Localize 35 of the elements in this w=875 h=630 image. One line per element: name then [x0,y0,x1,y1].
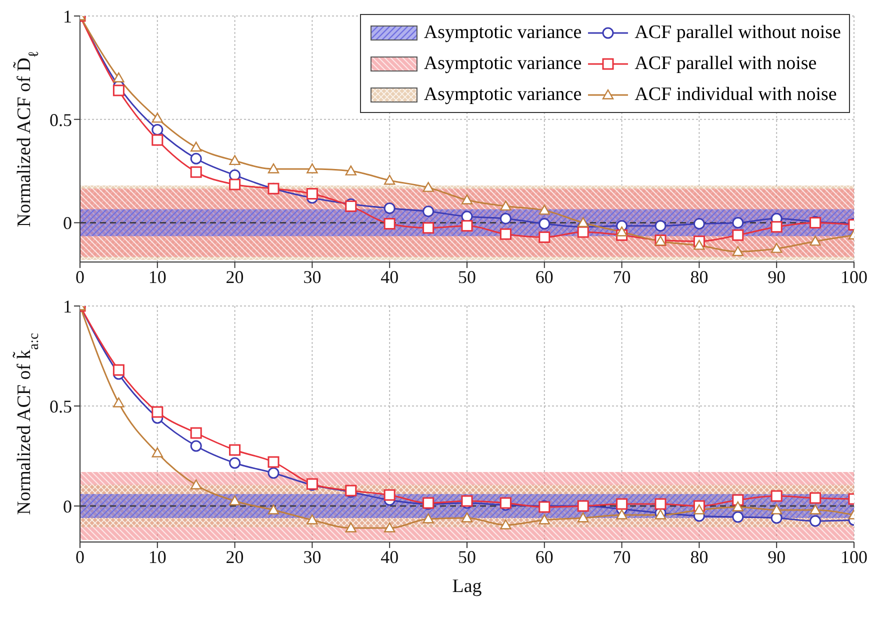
legend-label: Asymptotic variance [424,22,582,43]
legend-label: ACF individual with noise [634,84,837,105]
x-tick-label: 60 [535,266,554,287]
y-tick-label: 1 [63,6,72,26]
x-tick-label: 40 [380,546,399,567]
x-tick-label: 90 [768,546,786,567]
x-tick-label: 10 [148,546,166,567]
x-tick-label: 80 [690,266,708,287]
legend-label: Asymptotic variance [424,53,582,74]
x-tick-label: 20 [226,546,244,567]
y-tick-label: 0 [63,213,72,234]
x-axis-title: Lag [452,576,482,597]
x-tick-label: 70 [612,266,631,287]
y-tick-label: 0 [63,496,72,516]
x-tick-label: 100 [840,266,868,287]
y-tick-label: 1 [63,296,72,316]
x-tick-label: 50 [458,546,476,567]
y-tick-label: 0.5 [50,396,72,416]
x-tick-label: 30 [303,266,322,287]
legend-label: ACF parallel with noise [634,53,817,74]
x-tick-label: 30 [303,546,322,567]
x-tick-label: 100 [840,546,868,567]
x-tick-label: 70 [612,546,631,567]
x-tick-label: 0 [76,546,84,567]
legend-label: Asymptotic variance [424,84,582,105]
legend-label: ACF parallel without noise [634,22,841,43]
x-tick-label: 40 [380,266,399,287]
x-tick-label: 90 [768,266,786,287]
x-tick-label: 0 [76,266,84,287]
x-tick-label: 50 [458,266,476,287]
x-tick-label: 20 [226,266,244,287]
y-tick-label: 0.5 [50,110,72,130]
x-tick-label: 80 [690,546,708,567]
x-tick-label: 10 [148,266,166,287]
x-tick-label: 60 [535,546,554,567]
